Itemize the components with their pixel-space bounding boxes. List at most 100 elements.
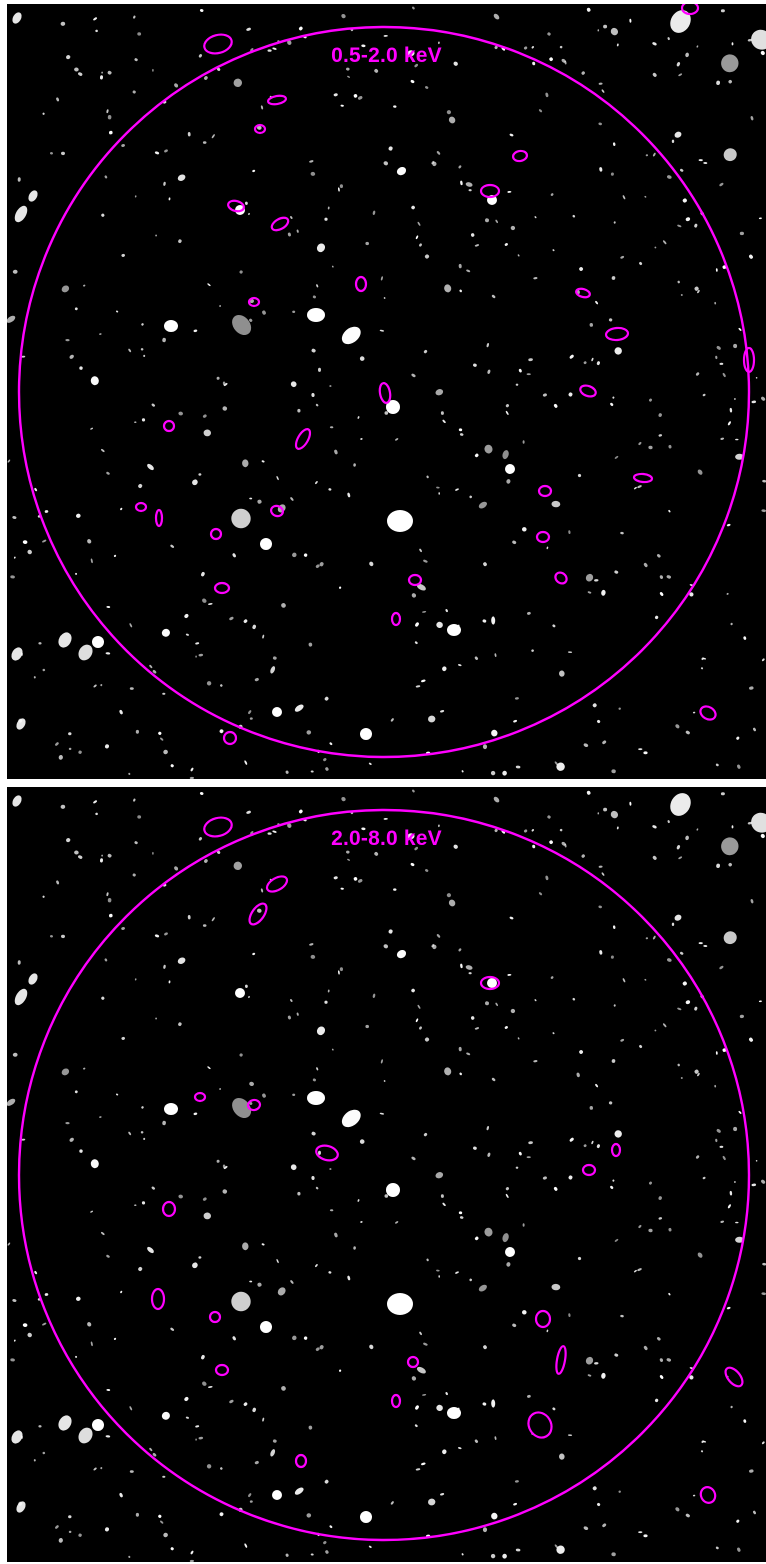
- point-source: [357, 96, 363, 100]
- point-source: [339, 967, 344, 972]
- point-source: [360, 1511, 372, 1523]
- point-source: [12, 795, 22, 807]
- point-source: [207, 1066, 211, 1070]
- point-source: [473, 363, 477, 367]
- point-source: [552, 624, 556, 628]
- point-source: [129, 687, 134, 690]
- point-source: [141, 1201, 146, 1205]
- point-source: [620, 255, 625, 259]
- point-source: [484, 1227, 493, 1237]
- point-source: [56, 880, 60, 885]
- point-source: [618, 707, 621, 710]
- point-source: [622, 195, 626, 200]
- point-source: [109, 130, 113, 135]
- point-source: [243, 1402, 248, 1406]
- point-source: [20, 355, 26, 358]
- point-source: [120, 507, 123, 511]
- point-source: [644, 195, 647, 198]
- point-source: [12, 1052, 18, 1057]
- soft-band-region-ellipse: [270, 216, 290, 232]
- point-source: [99, 333, 102, 336]
- point-source: [731, 825, 734, 829]
- point-source: [104, 175, 108, 179]
- point-source: [726, 592, 729, 595]
- point-source: [652, 825, 657, 829]
- point-source: [121, 927, 125, 930]
- point-source: [14, 205, 28, 223]
- point-source: [285, 770, 289, 774]
- point-source: [178, 1194, 183, 1199]
- point-source: [547, 815, 551, 819]
- point-source: [432, 161, 437, 167]
- point-source: [147, 1246, 154, 1254]
- point-source: [74, 67, 79, 72]
- point-source: [668, 1292, 671, 1296]
- point-source: [425, 869, 429, 872]
- point-source: [702, 393, 706, 397]
- point-source: [365, 241, 369, 246]
- point-source: [235, 988, 245, 998]
- point-source: [599, 950, 603, 955]
- point-source: [728, 862, 732, 867]
- point-source: [411, 988, 415, 993]
- point-source: [534, 999, 537, 1002]
- point-source: [11, 1430, 23, 1444]
- point-source: [743, 1419, 747, 1423]
- point-source: [92, 636, 104, 648]
- point-source: [483, 562, 487, 567]
- point-source: [755, 1160, 758, 1162]
- point-source: [292, 310, 296, 314]
- point-source: [458, 948, 462, 952]
- hard-band-region-ellipse: [555, 1345, 567, 1375]
- point-source: [755, 377, 758, 379]
- point-source: [17, 960, 21, 965]
- point-source: [324, 1000, 328, 1004]
- point-source: [486, 1125, 490, 1131]
- point-source: [160, 1520, 164, 1524]
- point-source: [527, 1394, 531, 1398]
- point-source: [612, 1179, 615, 1182]
- point-source: [216, 1159, 220, 1163]
- point-source: [134, 195, 137, 198]
- point-source: [262, 310, 266, 315]
- point-source: [294, 704, 304, 712]
- point-source: [189, 776, 194, 779]
- point-source: [596, 361, 600, 366]
- point-source: [143, 354, 146, 357]
- point-source: [739, 231, 744, 236]
- point-source: [697, 1072, 700, 1077]
- point-source: [233, 861, 242, 871]
- point-source: [233, 78, 242, 88]
- point-source: [244, 760, 248, 765]
- point-source: [195, 642, 200, 645]
- point-source: [532, 844, 536, 849]
- point-source: [585, 573, 594, 582]
- point-source: [698, 159, 703, 162]
- point-source: [347, 75, 351, 78]
- point-source: [361, 827, 366, 831]
- point-source: [482, 619, 487, 623]
- point-source: [714, 1084, 717, 1088]
- point-source: [700, 1450, 704, 1453]
- point-source: [549, 840, 553, 845]
- point-source: [341, 326, 361, 345]
- point-source: [677, 280, 680, 284]
- point-source: [515, 765, 521, 769]
- point-source: [250, 48, 254, 52]
- hard-band-label: 2.0-8.0 keV: [331, 827, 442, 850]
- point-source: [198, 837, 202, 841]
- point-source: [369, 1344, 374, 1350]
- point-source: [248, 710, 252, 715]
- point-source: [128, 772, 131, 775]
- point-source: [411, 1156, 416, 1161]
- point-source: [252, 1407, 256, 1413]
- point-source: [426, 475, 429, 479]
- point-source: [601, 89, 605, 93]
- point-source: [638, 748, 643, 751]
- point-source: [90, 1210, 94, 1213]
- point-source: [727, 421, 731, 426]
- point-source: [611, 1552, 616, 1557]
- point-source: [151, 403, 155, 407]
- point-source: [502, 1233, 509, 1243]
- point-source: [249, 497, 253, 500]
